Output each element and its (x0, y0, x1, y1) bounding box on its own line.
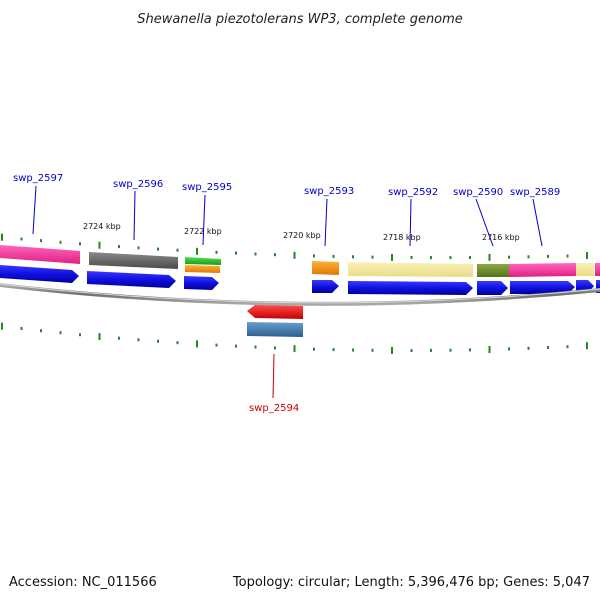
gene-label-swp_2595[interactable]: swp_2595 (182, 182, 232, 193)
genome-backbone (0, 283, 600, 306)
genome-title: Shewanella piezotolerans WP3, complete g… (137, 12, 463, 27)
cds-arrow-swp_2594[interactable] (247, 305, 303, 319)
feature-bar-swp_2595[interactable] (185, 257, 221, 265)
cds-arrow-swp_2593[interactable] (312, 280, 339, 293)
gene-label-swp_2594[interactable]: swp_2594 (249, 403, 299, 414)
leader-line-swp_2592 (409, 198, 412, 247)
cds-arrow-swp_2596[interactable] (87, 271, 176, 288)
gene-label-swp_2597[interactable]: swp_2597 (13, 173, 63, 184)
position-label-2724: 2724 kbp (83, 222, 121, 231)
feature-bar-swp_2596[interactable] (89, 252, 178, 269)
gene-label-swp_2592[interactable]: swp_2592 (388, 187, 438, 198)
position-label-2720: 2720 kbp (283, 231, 321, 240)
leader-line-swp_2597 (32, 185, 37, 235)
cds-arrow-swp_2597[interactable] (0, 265, 79, 283)
leader-line-swp_2590 (475, 198, 494, 247)
cds-arrow-swp_2589[interactable] (510, 281, 575, 294)
feature-track (0, 245, 600, 277)
position-label-2716: 2716 kbp (482, 233, 520, 242)
genome-summary-text: Topology: circular; Length: 5,396,476 bp… (232, 575, 590, 590)
leader-line-swp_2595 (202, 194, 206, 246)
inner-position-ticks (1, 322, 588, 354)
cds-track (0, 265, 600, 295)
cds-arrow-swp_2592[interactable] (348, 281, 473, 295)
reverse-strand-track (247, 305, 303, 337)
cds-arrow-swp_2590[interactable] (477, 281, 508, 295)
leader-line-swp_2593 (324, 198, 328, 247)
gene-label-swp_2590[interactable]: swp_2590 (453, 187, 503, 198)
gene-label-swp_2596[interactable]: swp_2596 (113, 179, 163, 190)
feature-bar-swp_2593[interactable] (312, 261, 339, 275)
feature-bar-extra-2[interactable] (595, 263, 600, 276)
position-label-2722: 2722 kbp (184, 227, 222, 236)
feature-bar-swp_2597[interactable] (0, 245, 80, 264)
feature-bar-swp_2595-b[interactable] (185, 265, 220, 273)
leader-line-swp_2589 (532, 198, 543, 247)
leader-line-swp_2594 (272, 353, 275, 399)
gene-labels: swp_2597 swp_2596 swp_2595 swp_2593 swp_… (13, 173, 560, 414)
accession-text: Accession: NC_011566 (9, 575, 157, 590)
gene-label-swp_2593[interactable]: swp_2593 (304, 186, 354, 197)
feature-bar-swp_2592[interactable] (348, 262, 473, 277)
genome-backbone-highlight (0, 283, 600, 304)
feature-bar-extra-1[interactable] (576, 263, 594, 276)
feature-bar-swp_2590[interactable] (477, 264, 509, 277)
outer-position-ticks (1, 233, 588, 261)
feature-bar-swp_2594[interactable] (247, 322, 303, 337)
feature-bar-swp_2589[interactable] (509, 263, 576, 277)
leader-line-swp_2596 (133, 190, 136, 241)
cds-arrow-swp_2595[interactable] (184, 276, 219, 290)
gene-label-swp_2589[interactable]: swp_2589 (510, 187, 560, 198)
position-label-2718: 2718 kbp (383, 233, 421, 242)
